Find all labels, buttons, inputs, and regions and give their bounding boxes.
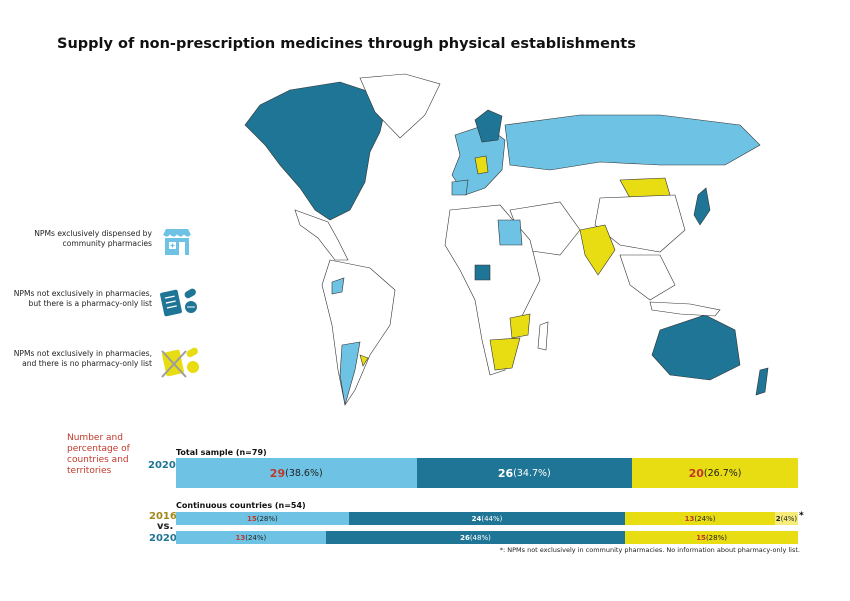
map-new-zealand [755,367,769,396]
vs-label: vs. [157,521,174,532]
bar-value-label: 2 [775,514,781,523]
bar-segment-2: 26 (48%) [325,531,626,544]
map-africa-light [497,219,523,246]
bar-segment-1: 29 (38.6%) [176,458,417,488]
legend-label-no-list: NPMs not exclusively in pharmacies, and … [13,349,152,368]
footnote: *: NPMs not exclusively in community pha… [499,546,800,554]
map-greenland [359,73,441,139]
bar-value-label: 15 [696,533,706,542]
continuous-2020-bar: 13 (24%) 26 (48%) 15 (28%) [176,531,798,544]
bar-segment-4: 2 (4%) [774,512,798,525]
map-indonesia [649,301,721,317]
bar-segment-1: 13 (24%) [176,531,326,544]
year-2020-top: 2020 [148,460,176,471]
bar-segment-3: 15 (28%) [625,531,798,544]
map-south-africa [489,337,521,371]
bar-percent-label: (28%) [256,514,278,523]
pharmacy-store-icon [160,225,200,265]
total-sample-bar: 29 (38.6%) 26 (34.7%) 20 (26.7%) [176,458,798,488]
map-iberia [451,179,469,196]
year-2020-bottom: 2020 [149,533,177,544]
map-north-america [244,81,386,221]
bar-value-label: 29 [269,466,286,480]
bar-percent-label: (24%) [694,514,716,523]
legend-item-exclusive: NPMs exclusively dispensed by community … [0,225,200,265]
footnote-star: * [799,511,804,521]
map-argentina [339,341,361,406]
map-colombia [331,277,345,295]
crossed-pills-icon [160,345,200,385]
legend-item-list: NPMs not exclusively in pharmacies, but … [0,285,200,325]
bar-segment-2: 24 (44%) [348,512,626,525]
bar-value-label: 13 [684,514,695,523]
bar-segment-1: 15 (28%) [176,512,349,525]
bar-percent-label: (24%) [245,533,267,542]
bar-segment-3: 20 (26.7%) [632,458,798,488]
list-pills-icon [160,285,200,325]
world-map [220,70,810,415]
bar-percent-label: (48%) [469,533,491,542]
legend-label-list: NPMs not exclusively in pharmacies, but … [13,289,152,308]
bar-value-label: 26 [497,466,514,480]
map-mongolia [619,177,671,199]
continuous-title: Continuous countries (n=54) [176,501,306,510]
map-china [594,194,686,253]
map-madagascar [537,321,549,351]
legend-item-no-list: NPMs not exclusively in pharmacies, and … [0,345,200,385]
chart-title: Supply of non-prescription medicines thr… [57,36,636,52]
map-india [579,224,616,276]
map-mexico [294,209,349,261]
map-australia [651,314,741,381]
bar-percent-label: (26.7%) [703,467,742,479]
map-uruguay [359,354,369,367]
bar-value-label: 24 [471,514,482,523]
bar-percent-label: (38.6%) [285,467,323,479]
continuous-2016-bar: 15 (28%) 24 (44%) 13 (24%) 2 (4%) [176,512,798,525]
map-africa-blue [474,264,491,281]
map-africa-yellow [509,313,531,339]
bar-value-label: 20 [688,466,704,480]
axis-note: Number and percentage of countries and t… [67,433,130,476]
map-japan [693,187,711,226]
bar-value-label: 13 [235,533,246,542]
year-2016: 2016 [149,511,177,522]
total-sample-title: Total sample (n=79) [176,448,267,457]
map-russia [504,114,761,171]
legend-label-exclusive: NPMs exclusively dispensed by community … [34,229,152,248]
bar-segment-3: 13 (24%) [625,512,775,525]
bar-value-label: 15 [246,514,257,523]
bar-percent-label: (4%) [780,514,798,523]
map-southeast-asia [619,254,676,301]
bar-segment-2: 26 (34.7%) [416,458,633,488]
bar-value-label: 26 [460,533,470,542]
map-scandinavia [474,109,503,143]
bar-percent-label: (28%) [705,533,727,542]
bar-percent-label: (44%) [481,514,503,523]
bar-percent-label: (34.7%) [513,467,551,479]
map-europe-yellow [474,155,489,175]
